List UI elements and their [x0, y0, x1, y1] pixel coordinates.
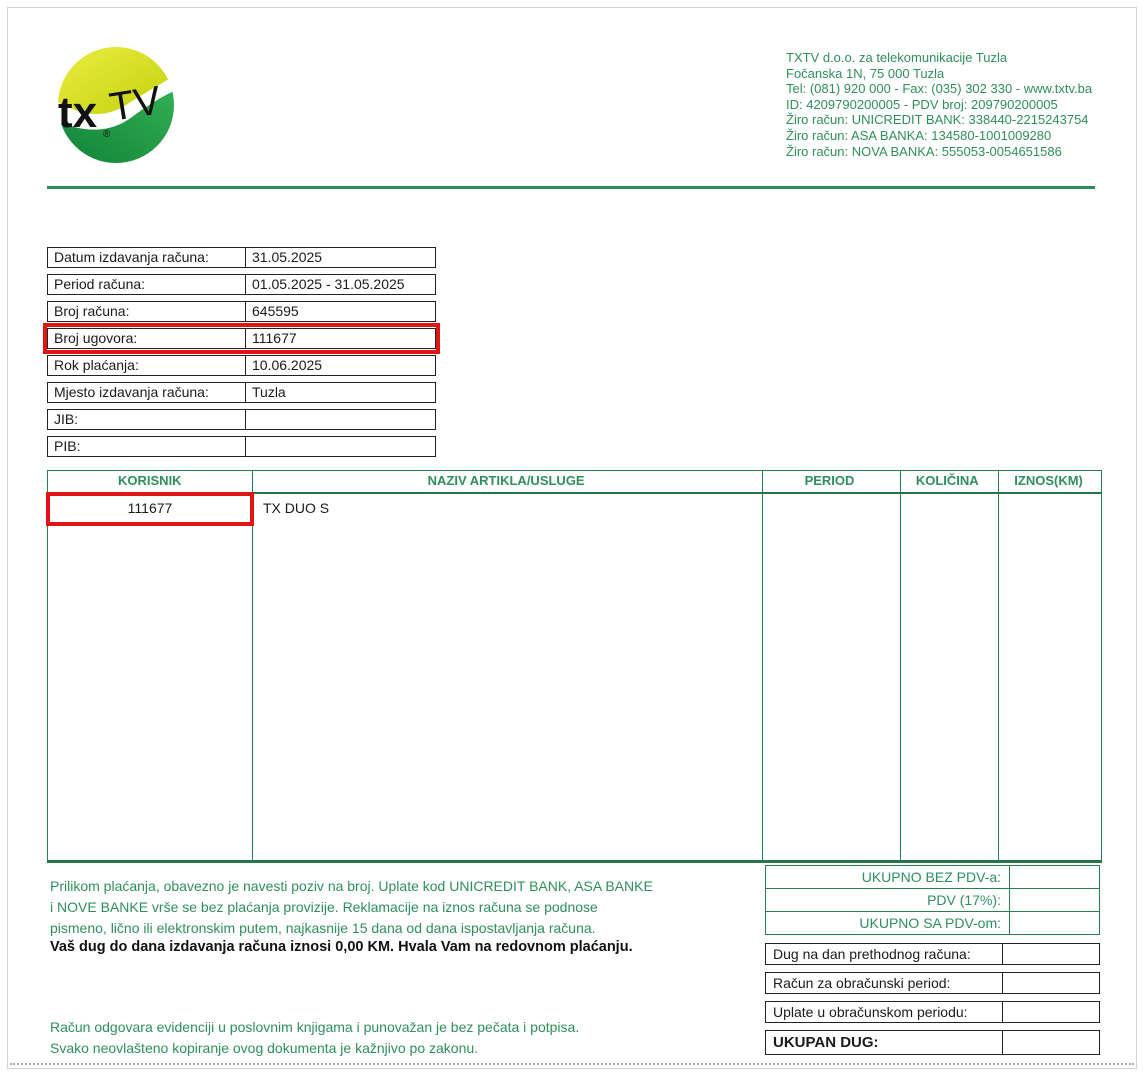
item-korisnik: 111677: [127, 500, 173, 516]
company-bank-2: Žiro račun: ASA BANKA: 134580-1001009280: [786, 127, 1052, 143]
company-info: TXTV d.o.o. za telekomunikacije Tuzla Fo…: [786, 50, 1092, 159]
meta-row-period: Period računa: 01.05.2025 - 31.05.2025: [47, 274, 436, 295]
company-address: Fočanska 1N, 75 000 Tuzla: [786, 65, 945, 81]
meta-label: Mjesto izdavanja računa:: [47, 382, 246, 403]
meta-value: Tuzla: [245, 382, 436, 403]
column-divider: [762, 471, 763, 861]
txtv-logo-icon: tx ® TV: [58, 47, 174, 163]
invoice-meta-table: Datum izdavanja računa: 31.05.2025 Perio…: [43, 247, 440, 463]
svg-text:TV: TV: [107, 78, 165, 130]
header-divider: [47, 186, 1095, 189]
payment-note-line: pismeno, lično ili elektronskim putem, n…: [50, 920, 596, 936]
total-label: PDV (17%):: [766, 889, 1010, 911]
meta-value: 31.05.2025: [245, 247, 436, 268]
page-break-dotted-line: [10, 1063, 1134, 1065]
header-korisnik: KORISNIK: [118, 473, 182, 488]
item-naziv: TX DUO S: [263, 500, 330, 516]
balance-label: UKUPAN DUG:: [765, 1030, 1003, 1055]
payment-note-line: i NOVE BANKE vrše se bez plaćanja proviz…: [50, 899, 598, 915]
company-name: TXTV d.o.o. za telekomunikacije Tuzla: [786, 50, 1008, 65]
balance-label: Dug na dan prethodnog računa:: [765, 943, 1003, 965]
header-naziv: NAZIV ARTIKLA/USLUGE: [427, 473, 585, 488]
company-bank-3: Žiro račun: NOVA BANKA: 555053-005465158…: [786, 143, 1062, 159]
total-row-sa-pdv: UKUPNO SA PDV-om:: [766, 912, 1099, 934]
header-iznos: IZNOS(KM): [1014, 473, 1083, 488]
balance-row-dug-prethodni: Dug na dan prethodnog računa:: [765, 943, 1100, 965]
meta-row-broj-racuna: Broj računa: 645595: [47, 301, 436, 322]
meta-value: 10.06.2025: [245, 355, 436, 376]
total-row-pdv: PDV (17%):: [766, 889, 1099, 912]
items-table-bottom-rule: [47, 860, 1102, 863]
column-divider: [252, 471, 253, 861]
balance-row-ukupan-dug: UKUPAN DUG:: [765, 1030, 1100, 1055]
header-period: PERIOD: [804, 473, 855, 488]
balance-row-racun-period: Račun za obračunski period:: [765, 972, 1100, 994]
total-row-bez-pdv: UKUPNO BEZ PDV-a:: [766, 866, 1099, 889]
meta-label: PIB:: [47, 436, 246, 457]
company-bank-1: Žiro račun: UNICREDIT BANK: 338440-22152…: [786, 112, 1089, 128]
debt-statement: Vaš dug do dana izdavanja računa iznosi …: [50, 939, 633, 955]
meta-value: [245, 436, 436, 457]
meta-row-pib: PIB:: [47, 436, 436, 457]
meta-label: JIB:: [47, 409, 246, 430]
column-divider: [900, 471, 901, 861]
balance-value: [1002, 1030, 1100, 1055]
svg-text:tx: tx: [58, 88, 98, 137]
balance-label: Račun za obračunski period:: [765, 972, 1003, 994]
balance-row-uplate: Uplate u obračunskom periodu:: [765, 1001, 1100, 1023]
balance-value: [1002, 972, 1100, 994]
payment-note: Prilikom plaćanja, obavezno je navesti p…: [50, 876, 653, 939]
company-tax-ids: ID: 4209790200005 - PDV broj: 2097902000…: [786, 96, 1058, 112]
meta-row-datum: Datum izdavanja računa: 31.05.2025: [47, 247, 436, 268]
column-divider: [998, 471, 999, 861]
meta-label: Broj ugovora:: [47, 328, 246, 349]
meta-row-mjesto: Mjesto izdavanja računa: Tuzla: [47, 382, 436, 403]
legal-note-line: Račun odgovara evidenciji u poslovnim kn…: [50, 1019, 580, 1035]
totals-table: UKUPNO BEZ PDV-a: PDV (17%): UKUPNO SA P…: [765, 865, 1100, 935]
meta-value: 645595: [245, 301, 436, 322]
header-kolicina: KOLIČINA: [915, 473, 979, 488]
meta-label: Datum izdavanja računa:: [47, 247, 246, 268]
meta-row-broj-ugovora: Broj ugovora: 111677: [43, 323, 440, 354]
total-value: [1010, 889, 1099, 911]
balance-label: Uplate u obračunskom periodu:: [765, 1001, 1003, 1023]
meta-label: Period računa:: [47, 274, 246, 295]
meta-value: [245, 409, 436, 430]
items-table: KORISNIK NAZIV ARTIKLA/USLUGE PERIOD KOL…: [46, 470, 1102, 863]
meta-label: Rok plaćanja:: [47, 355, 246, 376]
meta-row-jib: JIB:: [47, 409, 436, 430]
meta-label: Broj računa:: [47, 301, 246, 322]
balance-table: Dug na dan prethodnog računa: Račun za o…: [765, 943, 1100, 1062]
meta-value: 111677: [245, 328, 436, 349]
legal-note-line: Svako neovlašteno kopiranje ovog dokumen…: [50, 1040, 479, 1056]
total-value: [1010, 912, 1099, 934]
total-label: UKUPNO SA PDV-om:: [766, 912, 1010, 934]
svg-text:®: ®: [103, 129, 111, 140]
total-label: UKUPNO BEZ PDV-a:: [766, 866, 1010, 888]
txtv-logo: tx ® TV: [56, 42, 176, 168]
legal-note: Račun odgovara evidenciji u poslovnim kn…: [50, 1017, 579, 1059]
meta-value: 01.05.2025 - 31.05.2025: [245, 274, 436, 295]
balance-value: [1002, 943, 1100, 965]
items-table-header: KORISNIK NAZIV ARTIKLA/USLUGE PERIOD KOL…: [48, 471, 1101, 494]
total-value: [1010, 866, 1099, 888]
meta-row-rok-placanja: Rok plaćanja: 10.06.2025: [47, 355, 436, 376]
payment-note-line: Prilikom plaćanja, obavezno je navesti p…: [50, 878, 653, 894]
balance-value: [1002, 1001, 1100, 1023]
company-contact: Tel: (081) 920 000 - Fax: (035) 302 330 …: [786, 81, 1093, 97]
